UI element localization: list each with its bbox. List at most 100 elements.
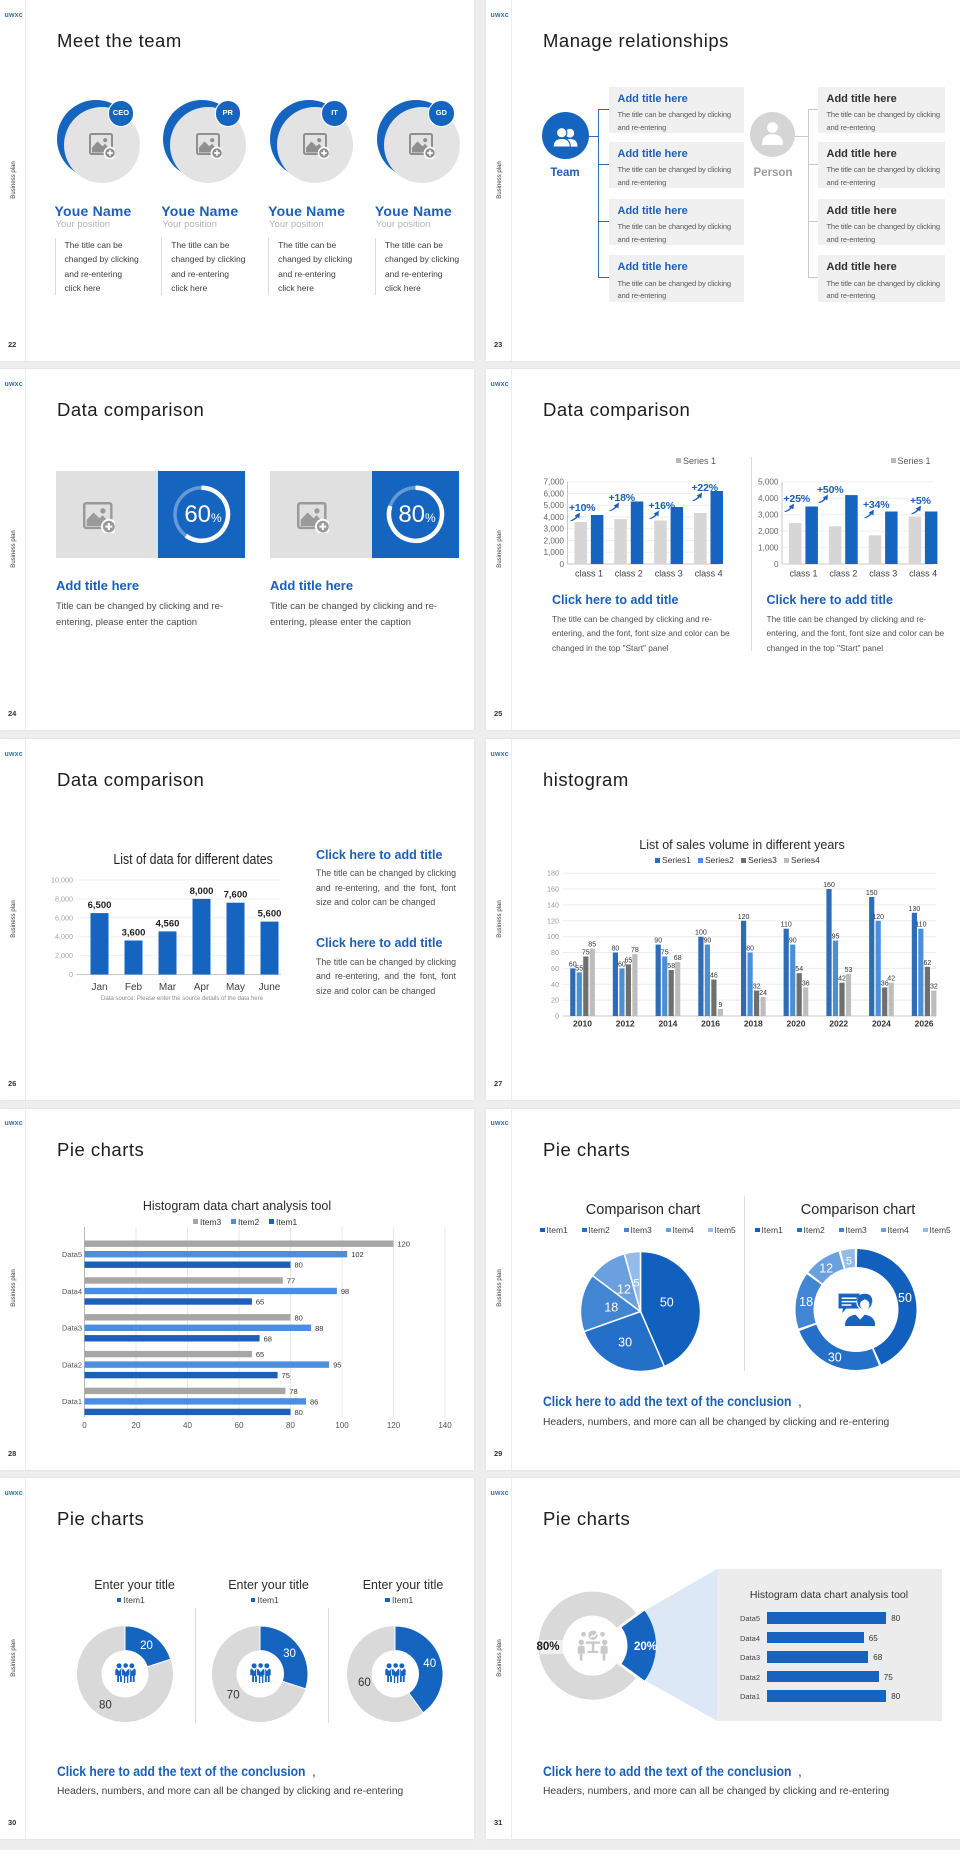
- svg-text:50: 50: [898, 1290, 912, 1304]
- svg-text:2022: 2022: [829, 1019, 848, 1029]
- svg-text:5,000: 5,000: [758, 478, 779, 487]
- svg-text:42: 42: [838, 976, 846, 983]
- svg-text:54: 54: [795, 966, 803, 973]
- svg-text:6,500: 6,500: [88, 900, 112, 911]
- svg-text:80: 80: [612, 946, 620, 953]
- svg-text:class 3: class 3: [869, 569, 897, 579]
- svg-text:class 1: class 1: [789, 569, 817, 579]
- svg-text:160: 160: [547, 885, 559, 894]
- svg-text:2024: 2024: [872, 1019, 891, 1029]
- svg-text:140: 140: [438, 1421, 452, 1430]
- svg-text:Apr: Apr: [194, 982, 210, 993]
- svg-text:30: 30: [618, 1335, 632, 1349]
- svg-text:80: 80: [99, 1700, 112, 1712]
- svg-text:80: 80: [286, 1421, 295, 1430]
- svg-text:Data5: Data5: [62, 1250, 82, 1259]
- svg-text:6,000: 6,000: [55, 913, 73, 922]
- svg-text:78: 78: [631, 947, 639, 954]
- svg-text:4,000: 4,000: [544, 513, 565, 522]
- svg-text:Data4: Data4: [62, 1286, 82, 1295]
- svg-text:95: 95: [832, 934, 840, 941]
- svg-text:class 4: class 4: [695, 569, 723, 579]
- svg-text:Data3: Data3: [62, 1323, 82, 1332]
- svg-text:5,600: 5,600: [258, 909, 282, 920]
- svg-text:77: 77: [287, 1276, 295, 1285]
- svg-text:18: 18: [604, 1300, 618, 1314]
- svg-text:62: 62: [924, 960, 932, 967]
- svg-text:Data1: Data1: [62, 1397, 82, 1406]
- svg-text:20: 20: [140, 1640, 153, 1652]
- svg-text:20: 20: [132, 1421, 141, 1430]
- svg-text:160: 160: [823, 882, 835, 889]
- svg-text:80: 80: [746, 946, 754, 953]
- svg-text:68: 68: [674, 955, 682, 962]
- svg-text:0: 0: [69, 970, 73, 979]
- svg-text:30: 30: [828, 1350, 842, 1364]
- svg-text:120: 120: [872, 914, 884, 921]
- svg-text:100: 100: [547, 932, 559, 941]
- svg-text:65: 65: [625, 957, 633, 964]
- svg-text:12: 12: [819, 1261, 833, 1275]
- svg-text:10,000: 10,000: [51, 876, 73, 885]
- svg-text:2010: 2010: [573, 1019, 592, 1029]
- svg-text:60: 60: [235, 1421, 244, 1430]
- svg-text:100: 100: [335, 1421, 349, 1430]
- svg-text:3,000: 3,000: [544, 525, 565, 534]
- svg-text:90: 90: [654, 938, 662, 945]
- svg-text:20: 20: [551, 996, 559, 1005]
- svg-text:120: 120: [738, 914, 750, 921]
- svg-text:90: 90: [789, 938, 797, 945]
- svg-text:58: 58: [667, 963, 675, 970]
- svg-text:80: 80: [295, 1260, 303, 1269]
- svg-text:40: 40: [423, 1658, 436, 1670]
- svg-text:90: 90: [704, 938, 712, 945]
- svg-text:7,600: 7,600: [224, 890, 248, 901]
- svg-text:7,000: 7,000: [544, 478, 565, 487]
- svg-text:June: June: [259, 982, 281, 993]
- svg-text:65: 65: [256, 1297, 264, 1306]
- svg-text:75: 75: [582, 950, 590, 957]
- svg-text:8,000: 8,000: [55, 894, 73, 903]
- svg-text:12: 12: [617, 1282, 631, 1296]
- svg-text:32: 32: [930, 984, 938, 991]
- svg-text:50: 50: [660, 1295, 674, 1309]
- svg-text:class 2: class 2: [829, 569, 857, 579]
- svg-text:2018: 2018: [744, 1019, 763, 1029]
- svg-text:53: 53: [845, 967, 853, 974]
- svg-text:180: 180: [547, 869, 559, 878]
- svg-text:75: 75: [661, 950, 669, 957]
- svg-text:class 4: class 4: [909, 569, 937, 579]
- svg-text:60: 60: [358, 1677, 371, 1689]
- svg-text:32: 32: [753, 984, 761, 991]
- svg-text:55: 55: [575, 965, 583, 972]
- svg-text:85: 85: [588, 942, 596, 949]
- svg-text:65: 65: [256, 1350, 264, 1359]
- svg-text:Feb: Feb: [125, 982, 143, 993]
- svg-text:100: 100: [695, 930, 707, 937]
- svg-text:4,000: 4,000: [758, 494, 779, 503]
- svg-text:0: 0: [559, 560, 564, 569]
- svg-text:140: 140: [547, 900, 559, 909]
- svg-text:40: 40: [183, 1421, 192, 1430]
- svg-text:120: 120: [387, 1421, 401, 1430]
- svg-text:80: 80: [295, 1313, 303, 1322]
- svg-text:2020: 2020: [787, 1019, 806, 1029]
- svg-text:6,000: 6,000: [544, 489, 565, 498]
- svg-text:130: 130: [909, 906, 921, 913]
- svg-text:30: 30: [283, 1648, 296, 1660]
- svg-text:2,000: 2,000: [544, 536, 565, 545]
- svg-text:36: 36: [802, 980, 810, 987]
- svg-text:2012: 2012: [616, 1019, 635, 1029]
- svg-text:42: 42: [887, 976, 895, 983]
- svg-text:0: 0: [774, 560, 779, 569]
- svg-text:0: 0: [555, 1012, 559, 1021]
- svg-text:46: 46: [710, 973, 718, 980]
- svg-text:5: 5: [633, 1277, 639, 1289]
- svg-text:80: 80: [295, 1407, 303, 1416]
- svg-text:40: 40: [551, 980, 559, 989]
- svg-text:2016: 2016: [701, 1019, 720, 1029]
- svg-text:60: 60: [551, 964, 559, 973]
- svg-text:Mar: Mar: [159, 982, 177, 993]
- svg-text:1,000: 1,000: [758, 543, 779, 552]
- svg-text:78: 78: [289, 1386, 297, 1395]
